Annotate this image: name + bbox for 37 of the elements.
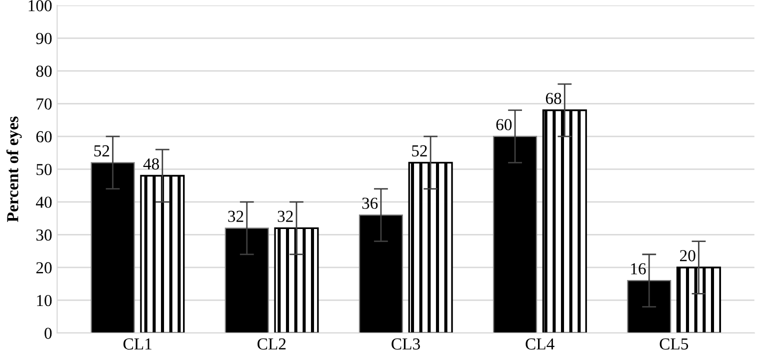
- x-tick-label: CL3: [392, 338, 420, 350]
- y-tick-label: 40: [36, 196, 52, 208]
- y-tick-label: 100: [28, 0, 52, 12]
- bar: [676, 266, 722, 333]
- data-label: 16: [631, 263, 646, 274]
- data-label: 20: [680, 250, 696, 262]
- bar: [358, 214, 403, 333]
- x-tick-label: CL1: [123, 338, 152, 350]
- y-tick-label: 80: [36, 66, 52, 77]
- data-label: 68: [546, 92, 562, 104]
- y-tick-label: 50: [36, 164, 52, 176]
- bar: [274, 227, 319, 333]
- y-tick-label: 70: [36, 98, 52, 110]
- data-label: 36: [362, 198, 378, 209]
- data-label: 52: [412, 145, 427, 156]
- data-label: 48: [143, 158, 159, 170]
- bar: [224, 228, 269, 333]
- y-tick-label: 10: [37, 294, 52, 306]
- bar: [140, 174, 185, 333]
- data-label: 60: [496, 119, 512, 130]
- y-axis-title: Percent of eyes: [6, 116, 22, 222]
- x-tick-label: CL5: [660, 338, 688, 350]
- y-tick-label: 60: [36, 131, 52, 142]
- y-tick-label: 90: [36, 32, 52, 44]
- bar: [542, 109, 587, 333]
- y-tick-label: 0: [44, 328, 52, 339]
- y-tick-label: 30: [36, 229, 52, 241]
- x-tick-label: CL4: [526, 338, 554, 350]
- x-tick-label: CL2: [258, 338, 286, 350]
- bar: [627, 280, 672, 333]
- data-label: 52: [94, 145, 110, 156]
- y-tick-label: 20: [36, 262, 52, 274]
- data-label: 32: [228, 210, 244, 222]
- bar: [90, 162, 135, 333]
- data-label: 32: [278, 210, 293, 222]
- bar: [408, 162, 453, 333]
- bar: [493, 136, 538, 333]
